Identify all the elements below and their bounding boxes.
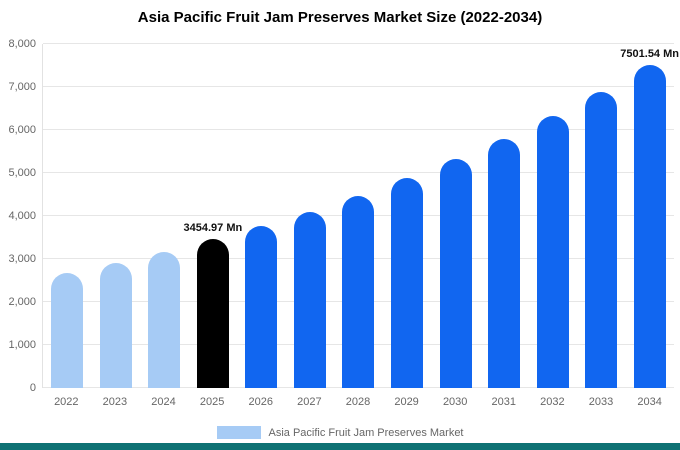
bar-2034: [633, 65, 666, 388]
legend: Asia Pacific Fruit Jam Preserves Market: [0, 426, 680, 439]
x-axis-tick-label: 2029: [394, 396, 419, 408]
y-axis-tick-label: 8,000: [8, 38, 36, 50]
bar-2024: [148, 251, 181, 388]
gridline: [43, 86, 674, 87]
bar-slot: 3454.97 Mn: [184, 44, 242, 388]
bar-slot: [334, 44, 383, 388]
x-axis-tick-label: 2022: [54, 396, 79, 408]
bar-slot: [286, 44, 335, 388]
bar-slot: [577, 44, 626, 388]
bar-slot: [140, 44, 189, 388]
bar-value-label: 7501.54 Mn: [620, 48, 679, 61]
y-axis-tick-label: 0: [29, 382, 36, 394]
bar-2026: [245, 226, 278, 388]
y-axis-tick-label: 2,000: [8, 296, 36, 308]
bar-slot: [43, 44, 92, 388]
y-axis-tick-label: 6,000: [8, 124, 36, 136]
bar-slot: [237, 44, 286, 388]
y-axis-tick-label: 1,000: [8, 339, 36, 351]
bar-slot: [480, 44, 529, 388]
y-axis-tick-label: 4,000: [8, 210, 36, 222]
bar-2030: [439, 159, 472, 388]
bar-2023: [99, 262, 132, 388]
plot-area: 3454.97 Mn 7501.54 Mn 0 1,000 2,000 3,000 4,0…: [8, 38, 679, 394]
x-axis-tick-label: 2032: [540, 396, 565, 408]
x-axis-tick-label: 2027: [297, 396, 322, 408]
bar-slot: 7501.54 Mn: [620, 44, 679, 388]
bar-2027: [293, 211, 326, 388]
x-axis-tick-label: 2033: [588, 396, 614, 408]
bar-2029: [390, 178, 423, 388]
x-axis-tick-label: 2024: [151, 396, 176, 408]
y-axis-tick-label: 3,000: [8, 253, 36, 265]
y-axis-tick-label: 7,000: [8, 81, 36, 93]
chart-title: Asia Pacific Fruit Jam Preserves Market …: [137, 9, 543, 26]
bar-value-label: 3454.97 Mn: [183, 222, 243, 235]
bar-series: 3454.97 Mn 7501.54 Mn: [43, 44, 679, 388]
bar-slot: [431, 44, 480, 388]
bar-2022: [51, 273, 84, 388]
bar-2028: [342, 195, 375, 388]
x-axis-tick-label: 2026: [248, 396, 273, 408]
bar-slot: [383, 44, 432, 388]
x-axis-tick-label: 2031: [491, 396, 517, 408]
x-axis-tick-label: 2023: [102, 396, 128, 408]
x-axis-tick-label: 2025: [199, 396, 225, 408]
bar-2025: [196, 239, 229, 388]
bar-2032: [536, 116, 569, 388]
gridline: [43, 172, 674, 173]
legend-label: Asia Pacific Fruit Jam Preserves Market: [268, 426, 464, 439]
bar-2033: [585, 91, 618, 388]
footer-strip: [0, 443, 680, 450]
bar-slot: [92, 44, 141, 388]
x-axis-tick-label: 2030: [442, 396, 468, 408]
bar-2031: [488, 138, 521, 388]
bar-slot: [528, 44, 577, 388]
x-axis-tick-label: 2028: [345, 396, 371, 408]
x-axis: 2022 2023 2024 2025 2026 2027 2028 2029 2030 2031…: [42, 396, 674, 408]
gridline: [43, 129, 674, 130]
legend-swatch: [216, 426, 261, 439]
x-axis-tick-label: 2034: [637, 396, 662, 408]
gridline: [43, 43, 674, 44]
y-axis-tick-label: 5,000: [8, 167, 36, 179]
